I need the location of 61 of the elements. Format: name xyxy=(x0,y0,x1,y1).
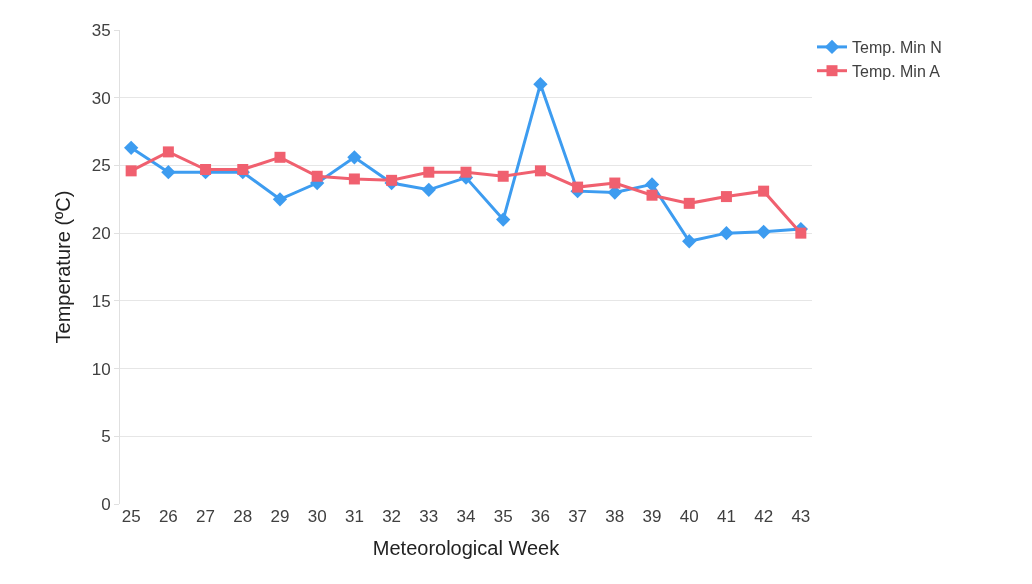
point xyxy=(758,185,770,197)
legend-label: Temp. Min A xyxy=(852,62,941,80)
legend-label: Temp. Min N xyxy=(852,39,942,57)
x-tick-label: 34 xyxy=(456,507,476,526)
point xyxy=(572,181,584,193)
x-tick-label: 39 xyxy=(642,507,662,526)
point xyxy=(124,140,139,155)
y-axis-title: Temperature (ºC) xyxy=(52,190,75,344)
x-tick-label: 35 xyxy=(493,507,513,526)
y-tick-label: 20 xyxy=(91,224,111,244)
point xyxy=(162,146,174,158)
point xyxy=(161,165,176,180)
point xyxy=(683,197,695,209)
point xyxy=(274,151,286,163)
y-tick-label: 0 xyxy=(101,494,111,514)
point xyxy=(311,170,323,182)
y-tick-label: 25 xyxy=(91,156,111,176)
point xyxy=(237,163,249,175)
point xyxy=(348,173,360,185)
x-tick-label: 25 xyxy=(121,507,141,526)
x-tick-label: 36 xyxy=(530,507,550,526)
point xyxy=(497,170,509,182)
x-tick-label: 28 xyxy=(233,507,253,526)
point xyxy=(719,225,734,241)
point xyxy=(533,77,548,92)
point xyxy=(644,177,660,192)
point xyxy=(534,165,546,177)
x-tick-label: 37 xyxy=(568,507,588,526)
point xyxy=(646,189,658,201)
point xyxy=(423,166,435,178)
point xyxy=(496,212,511,227)
y-tick-label: 5 xyxy=(101,427,111,447)
y-tick-label: 10 xyxy=(91,359,111,379)
x-tick-label: 33 xyxy=(419,507,439,526)
x-tick-label: 43 xyxy=(791,507,811,526)
point xyxy=(421,182,436,197)
point xyxy=(272,192,288,207)
x-axis-title: Meteorological Week xyxy=(372,536,561,559)
point xyxy=(386,174,398,186)
point xyxy=(609,177,621,189)
x-tick-label: 27 xyxy=(196,507,216,526)
point xyxy=(756,224,771,239)
point xyxy=(460,166,472,178)
x-tick-label: 42 xyxy=(754,507,774,526)
y-tick-label: 30 xyxy=(91,88,111,108)
point xyxy=(200,163,212,175)
x-tick-label: 26 xyxy=(158,507,178,526)
x-tick-label: 32 xyxy=(382,507,402,526)
point xyxy=(125,165,137,177)
x-tick-label: 30 xyxy=(307,507,327,526)
point xyxy=(795,227,807,239)
point xyxy=(347,150,362,165)
y-tick-label: 15 xyxy=(91,291,111,311)
point xyxy=(682,234,697,249)
point xyxy=(720,191,732,203)
x-tick-label: 40 xyxy=(679,507,699,526)
x-tick-label: 31 xyxy=(344,507,364,526)
x-tick-label: 29 xyxy=(270,507,290,526)
y-tick-label: 35 xyxy=(91,20,111,40)
x-tick-label: 41 xyxy=(716,507,736,526)
x-tick-label: 38 xyxy=(605,507,625,526)
